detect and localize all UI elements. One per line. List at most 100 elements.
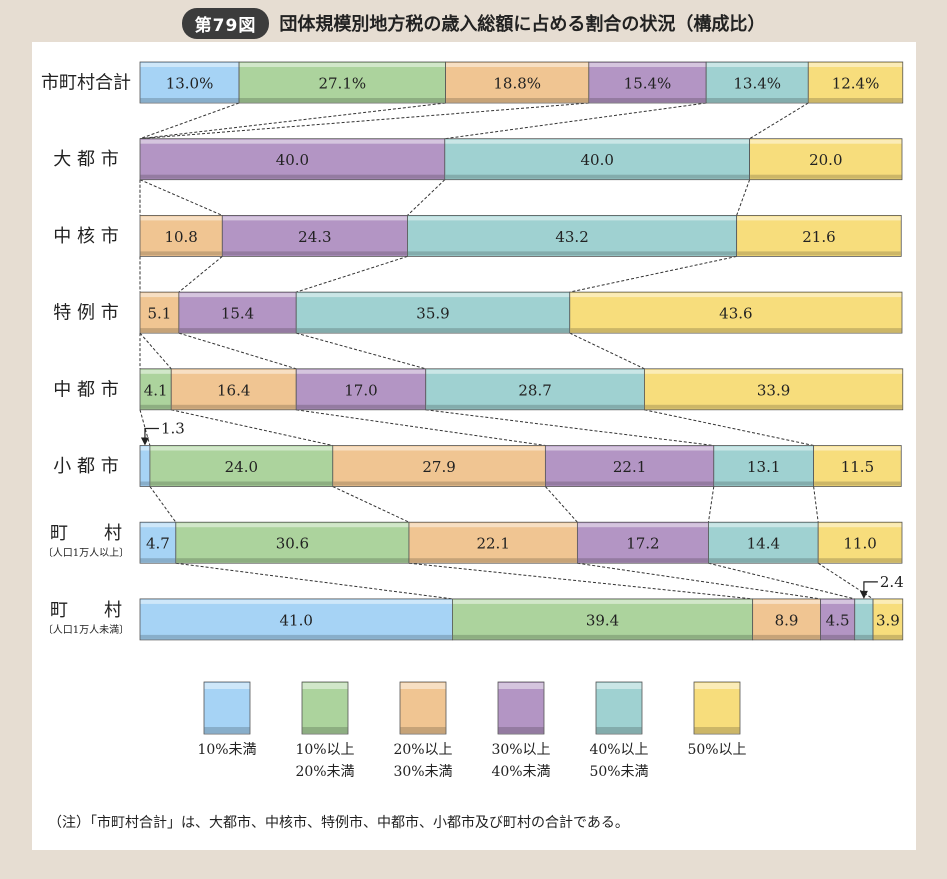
legend-swatch-shadow — [302, 727, 348, 733]
bar-segment — [872, 598, 904, 641]
bar-highlight — [714, 446, 814, 451]
data-label: 11.0 — [843, 535, 876, 553]
legend-swatch-shadow — [400, 727, 446, 733]
category-label: 中 都 市 — [53, 379, 118, 400]
connector-line — [569, 255, 737, 293]
bar-highlight — [452, 599, 753, 604]
bar-segment — [139, 214, 223, 257]
bar-highlight — [570, 293, 902, 298]
bar-segment — [444, 138, 750, 181]
bar-highlight — [140, 369, 171, 374]
bar-shadow — [333, 481, 545, 486]
bar-highlight — [179, 293, 296, 298]
legend-label: 20%以上 — [393, 742, 452, 758]
legend-swatch-highlight — [400, 683, 446, 689]
bar-highlight — [737, 216, 901, 221]
bar-highlight — [140, 293, 179, 298]
legend-label-line2: 20%未満 — [295, 764, 354, 780]
bar-shadow — [820, 634, 855, 639]
data-label: 28.7 — [518, 381, 551, 399]
bar-shadow — [222, 251, 407, 256]
connector-line — [817, 562, 874, 600]
connector-line — [178, 332, 297, 370]
bar-segment — [749, 138, 903, 181]
bar-shadow — [570, 328, 902, 333]
bar-highlight — [140, 216, 222, 221]
legend-label: 10%未満 — [197, 742, 256, 758]
bar-shadow — [140, 328, 179, 333]
bar-highlight — [750, 139, 902, 144]
connector-line — [813, 486, 819, 523]
bar-shadow — [446, 98, 589, 102]
bar-highlight — [589, 63, 706, 67]
bar-segment — [238, 61, 446, 104]
category-label: 特 例 市 — [53, 303, 118, 324]
bar-highlight — [296, 369, 426, 374]
data-label: 13.4% — [733, 75, 781, 93]
bar-shadow — [545, 481, 714, 486]
bar-shadow — [753, 634, 820, 639]
data-label: 5.1 — [148, 305, 172, 323]
callout-arrow — [140, 437, 149, 446]
bar-shadow — [873, 634, 903, 639]
connector-line — [749, 102, 809, 140]
legend-swatch-highlight — [694, 683, 740, 689]
bar-shadow — [644, 404, 903, 409]
bar-shadow — [140, 481, 150, 486]
callout-leader — [144, 427, 159, 442]
bar-highlight — [140, 139, 445, 144]
bar-highlight — [140, 523, 176, 528]
bar-segment — [408, 521, 578, 564]
bar-shadow — [140, 98, 239, 102]
bar-shadow — [140, 404, 171, 409]
connector-line — [332, 486, 410, 523]
bar-shadow — [239, 98, 446, 102]
data-label: 30.6 — [276, 535, 309, 553]
connector-line — [708, 562, 855, 600]
bar-shadow — [589, 98, 706, 102]
bar-segment — [588, 61, 707, 104]
bar-segment — [576, 521, 709, 564]
bar-segment — [221, 214, 408, 257]
legend-label: 10%以上 — [295, 742, 354, 758]
bar-shadow — [818, 558, 902, 563]
data-label: 39.4 — [586, 611, 619, 629]
data-label: 17.2 — [626, 535, 659, 553]
bar-highlight — [176, 523, 409, 528]
bar-shadow — [452, 634, 753, 639]
bar-highlight — [545, 446, 714, 451]
bar-segment — [820, 598, 856, 641]
data-label: 33.9 — [757, 381, 790, 399]
connector-line — [139, 409, 151, 446]
bar-segment — [139, 521, 177, 564]
legend-swatch-highlight — [204, 683, 250, 689]
bar-segment — [139, 61, 240, 104]
connector-line — [644, 409, 814, 446]
bar-segment — [544, 445, 715, 487]
connector-line — [407, 179, 446, 216]
data-label: 43.2 — [555, 228, 588, 246]
bar-shadow — [150, 481, 333, 486]
bar-shadow — [140, 634, 452, 639]
bar-segment — [807, 61, 904, 104]
data-label: 18.8% — [493, 75, 541, 93]
bar-highlight — [171, 369, 296, 374]
data-label: 43.6 — [719, 305, 752, 323]
figure-header: 第79図 団体規模別地方税の歳入総額に占める割合の状況（構成比） — [0, 6, 947, 40]
figure-title: 団体規模別地方税の歳入総額に占める割合の状況（構成比） — [279, 14, 766, 35]
callout-label: 2.4 — [880, 573, 904, 591]
connector-line — [296, 409, 546, 446]
category-label: 大 都 市 — [53, 149, 118, 170]
data-label: 15.4% — [624, 75, 672, 93]
category-sublabel: 〔人口1万人未満〕 — [43, 624, 129, 636]
bar-segment — [705, 61, 809, 104]
connector-line — [139, 102, 446, 140]
bar-highlight — [333, 446, 545, 451]
bar-highlight — [140, 446, 150, 451]
data-label: 22.1 — [613, 458, 646, 476]
legend-swatch — [301, 681, 349, 735]
bar-shadow — [140, 251, 222, 256]
connector-line — [545, 486, 578, 523]
bar-shadow — [855, 634, 873, 639]
bar-highlight — [818, 523, 902, 528]
